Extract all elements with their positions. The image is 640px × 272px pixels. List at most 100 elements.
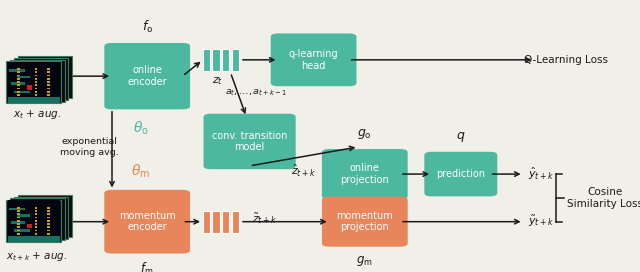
Bar	[8, 200, 60, 242]
Text: $x_t$ + aug.: $x_t$ + aug.	[13, 108, 61, 121]
Bar	[35, 75, 37, 76]
Text: $f_\mathrm{o}$: $f_\mathrm{o}$	[141, 19, 153, 35]
Bar	[47, 91, 50, 93]
Bar	[8, 236, 60, 242]
Bar	[47, 217, 50, 218]
Bar	[17, 217, 20, 218]
Bar	[35, 91, 37, 93]
Text: momentum
projection: momentum projection	[337, 211, 393, 233]
Bar	[35, 223, 37, 225]
Bar	[35, 78, 37, 80]
Bar	[17, 88, 20, 89]
Text: $\tilde{z}_{t+k}$: $\tilde{z}_{t+k}$	[252, 212, 277, 226]
FancyBboxPatch shape	[204, 114, 296, 169]
Bar	[17, 220, 20, 222]
Bar	[17, 68, 20, 70]
Text: $x_{t+k}$ + aug.: $x_{t+k}$ + aug.	[6, 250, 68, 263]
Text: $a_t, \ldots, a_{t+k-1}$: $a_t, \ldots, a_{t+k-1}$	[225, 87, 287, 98]
Bar	[17, 75, 20, 76]
Bar	[9, 69, 25, 72]
Bar	[47, 68, 50, 70]
Bar	[47, 81, 50, 83]
Bar	[35, 217, 37, 218]
Bar	[222, 211, 229, 233]
Text: $\theta_\mathrm{o}$: $\theta_\mathrm{o}$	[133, 119, 148, 137]
Bar	[17, 226, 20, 228]
Bar	[47, 223, 50, 225]
Bar	[35, 94, 37, 96]
Text: $\theta_\mathrm{m}$: $\theta_\mathrm{m}$	[131, 163, 150, 180]
Bar	[35, 210, 37, 212]
Bar	[35, 226, 37, 228]
Bar	[35, 220, 37, 222]
Text: online
projection: online projection	[340, 163, 389, 185]
Bar	[35, 71, 37, 73]
Bar	[17, 233, 20, 235]
Bar	[203, 49, 210, 71]
Bar	[47, 84, 50, 86]
Bar	[17, 91, 20, 93]
Bar	[17, 84, 20, 86]
Text: exponential
moving avg.: exponential moving avg.	[60, 137, 119, 157]
Bar	[27, 224, 32, 228]
Bar	[14, 229, 30, 232]
Bar	[14, 91, 30, 93]
FancyBboxPatch shape	[14, 197, 68, 239]
FancyBboxPatch shape	[424, 152, 497, 196]
Bar	[11, 82, 25, 85]
Bar	[47, 213, 50, 215]
Bar	[35, 81, 37, 83]
Text: $\hat{z}_{t+k}$: $\hat{z}_{t+k}$	[291, 163, 317, 180]
Bar	[47, 226, 50, 228]
Bar	[17, 223, 20, 225]
Text: momentum
encoder: momentum encoder	[119, 211, 175, 233]
Text: q-learning
head: q-learning head	[289, 49, 339, 71]
Bar	[8, 62, 60, 103]
FancyBboxPatch shape	[104, 43, 190, 109]
Bar	[17, 213, 20, 215]
Text: $\tilde{y}_{t+k}$: $\tilde{y}_{t+k}$	[528, 214, 554, 229]
FancyBboxPatch shape	[18, 195, 72, 237]
Text: $g_\mathrm{o}$: $g_\mathrm{o}$	[357, 128, 372, 141]
FancyBboxPatch shape	[322, 149, 408, 199]
Bar	[11, 221, 25, 224]
FancyBboxPatch shape	[322, 197, 408, 247]
Bar	[17, 81, 20, 83]
FancyBboxPatch shape	[10, 60, 65, 102]
Bar	[47, 94, 50, 96]
Bar	[9, 208, 25, 210]
Bar	[35, 213, 37, 215]
FancyBboxPatch shape	[6, 61, 61, 103]
Text: $q$: $q$	[456, 130, 465, 144]
Bar	[17, 210, 20, 212]
Bar	[212, 49, 220, 71]
Bar	[47, 210, 50, 212]
Bar	[47, 75, 50, 76]
FancyBboxPatch shape	[104, 190, 190, 254]
Bar	[232, 211, 239, 233]
Text: online
encoder: online encoder	[127, 65, 167, 87]
Bar	[35, 84, 37, 86]
Bar	[47, 207, 50, 209]
Bar	[232, 49, 239, 71]
Text: Cosine
Similarity Loss: Cosine Similarity Loss	[567, 187, 640, 209]
FancyBboxPatch shape	[271, 33, 356, 86]
Bar	[17, 207, 20, 209]
Bar	[47, 78, 50, 80]
Bar	[17, 214, 30, 217]
FancyBboxPatch shape	[14, 58, 68, 100]
Bar	[17, 230, 20, 231]
Bar	[8, 97, 60, 103]
Bar	[17, 94, 20, 96]
Bar	[35, 88, 37, 89]
Text: conv. transition
model: conv. transition model	[212, 131, 287, 152]
Bar	[35, 207, 37, 209]
Bar	[47, 230, 50, 231]
Bar	[35, 233, 37, 235]
FancyBboxPatch shape	[6, 200, 61, 242]
Text: $\hat{y}_{t+k}$: $\hat{y}_{t+k}$	[528, 166, 554, 182]
Bar	[203, 211, 210, 233]
FancyBboxPatch shape	[18, 56, 72, 98]
Bar	[35, 68, 37, 70]
Text: Q-Learning Loss: Q-Learning Loss	[524, 55, 608, 65]
